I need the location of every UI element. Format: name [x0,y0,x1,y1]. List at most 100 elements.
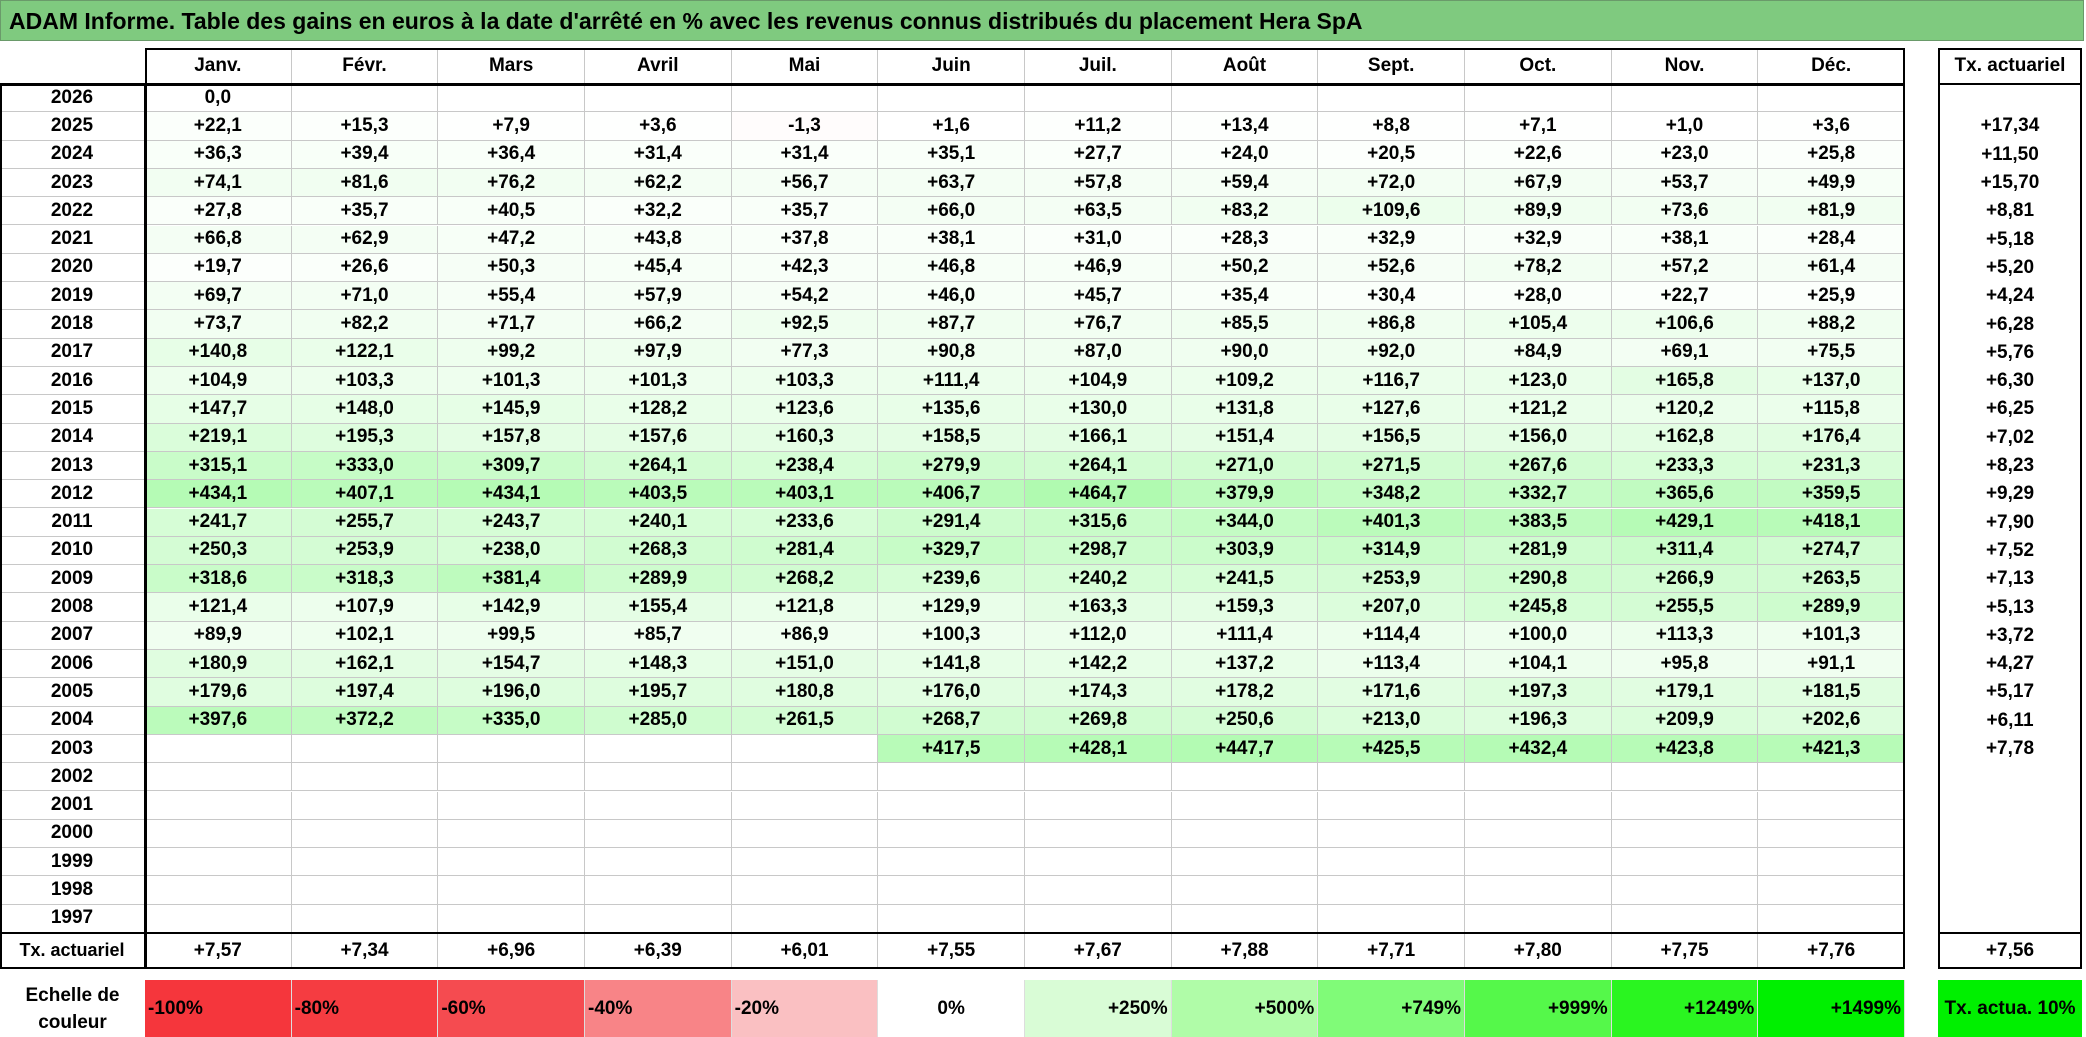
year-label: 2003 [0,734,145,764]
table-cell [438,791,585,820]
table-cell: +3,6 [585,112,732,141]
table-cell: +112,0 [1025,621,1172,650]
table-cell: +39,4 [291,140,439,169]
table-cell: +19,7 [145,253,292,283]
table-cell [291,819,439,849]
table-cell: +46,0 [878,282,1025,311]
table-cell: +219,1 [145,423,292,452]
table-cell [291,904,439,933]
table-cell [438,876,585,905]
year-label: 1997 [0,904,145,933]
table-cell: +109,6 [1318,197,1465,226]
table-cell [1611,763,1759,792]
table-cell: +271,0 [1171,451,1319,481]
table-cell: +372,2 [291,706,439,735]
year-label: 2012 [0,480,145,509]
table-cell: -1,3 [731,112,879,141]
year-label: 2008 [0,593,145,622]
table-cell: +268,7 [878,706,1025,735]
footer-rate-cell: +7,75 [1611,933,1759,969]
table-cell: +101,3 [438,367,585,396]
table-cell [1318,904,1465,933]
table-cell: +25,9 [1758,282,1905,311]
rate-cell: +7,13 [1985,568,2035,590]
rate-cell [1938,763,2082,791]
table-cell: +298,7 [1025,536,1172,566]
rate-cell: +3,72 [1985,624,2035,646]
table-cell [145,819,292,849]
table-cell: +45,4 [585,253,732,283]
divider [144,84,146,969]
month-header: Avril [585,48,732,84]
table-cell [1758,904,1905,933]
table-cell: +253,9 [1318,565,1465,594]
table-cell: +233,6 [731,508,879,537]
table-cell: +129,9 [878,593,1025,622]
table-cell: +38,1 [1611,225,1759,254]
table-cell: +55,4 [438,282,585,311]
table-cell [585,84,732,113]
table-cell: +318,6 [145,565,292,594]
year-label: 2019 [0,282,145,311]
table-cell: +66,8 [145,225,292,254]
table-cell [585,734,732,764]
table-cell [145,763,292,792]
month-header: Oct. [1465,48,1612,84]
table-cell: +432,4 [1465,734,1612,764]
table-cell: +40,5 [438,197,585,226]
table-cell: +348,2 [1318,480,1465,509]
table-cell [585,904,732,933]
table-cell: +165,8 [1611,367,1759,396]
year-label: 2011 [0,508,145,537]
table-cell: +240,2 [1025,565,1172,594]
month-header: Août [1171,48,1319,84]
table-cell: +67,9 [1465,168,1612,198]
table-cell [731,734,879,764]
table-cell: +269,8 [1025,706,1172,735]
table-cell [438,734,585,764]
table-cell: +159,3 [1171,593,1319,622]
table-cell: +26,6 [291,253,439,283]
table-cell: +197,4 [291,678,439,707]
table-cell [731,876,879,905]
table-cell: +131,8 [1171,395,1319,424]
table-cell [1611,791,1759,820]
table-cell: +397,6 [145,706,292,735]
table-cell: +423,8 [1611,734,1759,764]
table-cell: +28,4 [1758,225,1905,254]
table-cell: +178,2 [1171,678,1319,707]
year-label: 2001 [0,791,145,820]
legend-label: Echelle de couleur [25,984,120,1033]
table-cell: +245,8 [1465,593,1612,622]
table-cell [731,819,879,849]
table-cell: +154,7 [438,650,585,679]
rate-cell: +5,76 [1985,341,2035,363]
table-cell: +231,3 [1758,451,1905,481]
table-cell: +81,6 [291,168,439,198]
table-cell: +176,4 [1758,423,1905,452]
table-cell: +32,9 [1465,225,1612,254]
table-cell: +417,5 [878,734,1025,764]
table-cell: +195,3 [291,423,439,452]
rate-cell: +15,70 [1980,172,2040,194]
table-cell [1758,791,1905,820]
table-cell: +332,7 [1465,480,1612,509]
table-cell: +100,3 [878,621,1025,650]
table-cell: +428,1 [1025,734,1172,764]
table-cell: +359,5 [1758,480,1905,509]
footer-rate-cell: +6,96 [438,933,585,969]
table-cell: +157,6 [585,423,732,452]
table-cell: +46,9 [1025,253,1172,283]
table-cell: +255,7 [291,508,439,537]
table-cell: +63,7 [878,168,1025,198]
table-cell: +104,9 [1025,367,1172,396]
table-cell: +45,7 [1025,282,1172,311]
table-cell: +15,3 [291,112,439,141]
table-cell [1465,84,1612,113]
table-cell: +344,0 [1171,508,1319,537]
table-cell: +28,3 [1171,225,1319,254]
legend-swatch: 0% [878,980,1025,1037]
table-cell [291,84,439,113]
table-cell: +151,4 [1171,423,1319,452]
table-cell: +22,1 [145,112,292,141]
